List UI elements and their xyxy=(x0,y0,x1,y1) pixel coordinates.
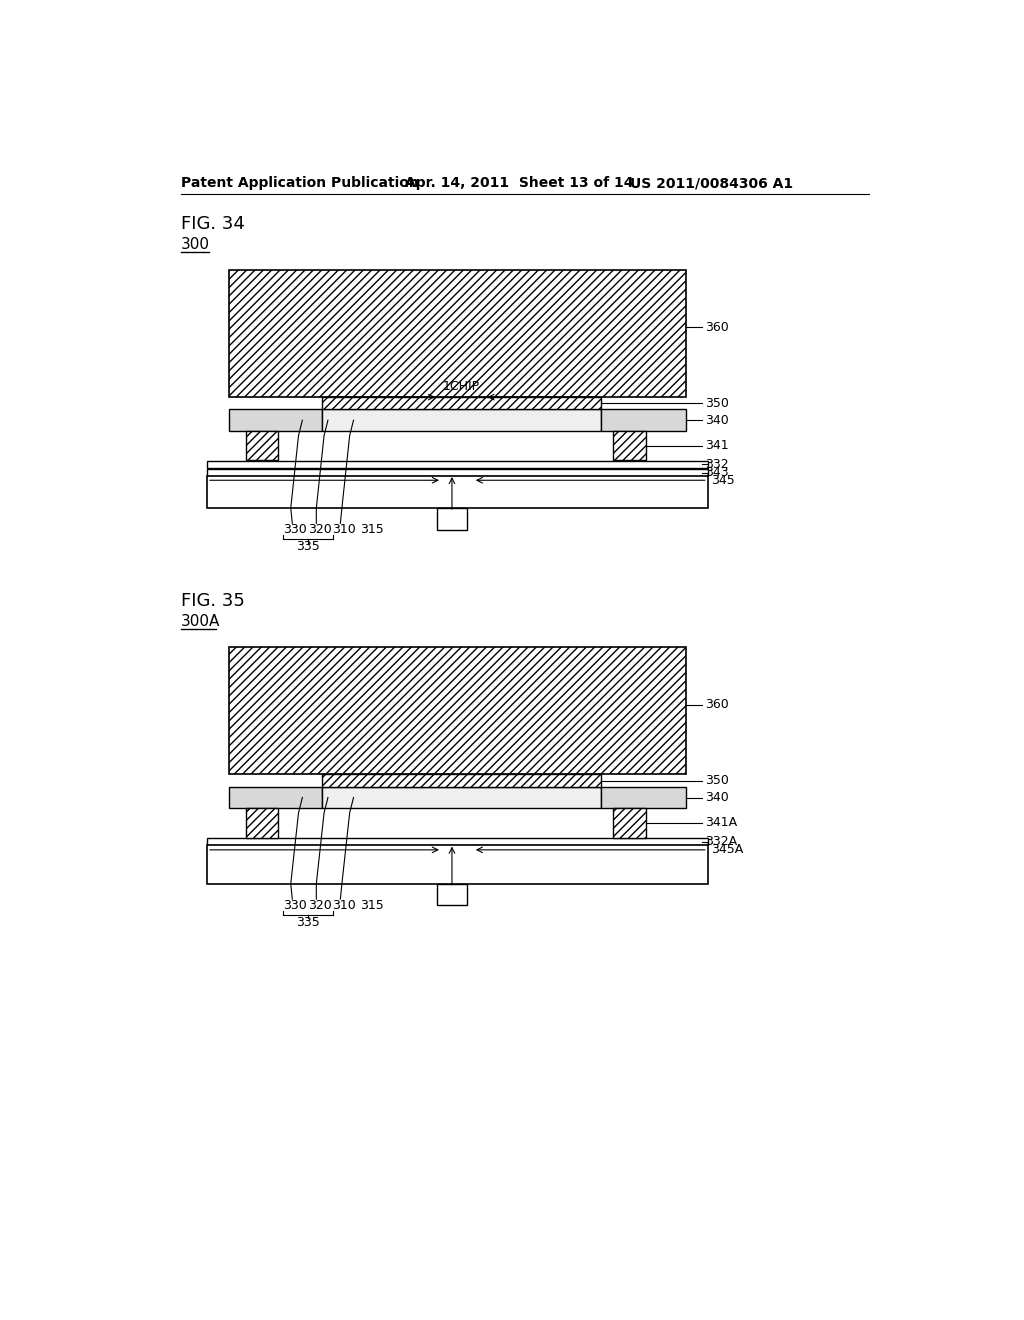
Text: 360: 360 xyxy=(705,321,728,334)
Text: 341: 341 xyxy=(705,440,728,453)
Text: 315: 315 xyxy=(360,523,384,536)
Bar xyxy=(246,808,279,838)
Text: 335: 335 xyxy=(296,916,319,929)
Text: 330: 330 xyxy=(283,899,307,912)
Bar xyxy=(601,787,686,808)
Text: 340: 340 xyxy=(705,791,728,804)
Text: 315: 315 xyxy=(360,899,384,912)
Text: FIG. 34: FIG. 34 xyxy=(180,215,245,232)
Bar xyxy=(613,430,646,461)
Text: 340: 340 xyxy=(705,413,728,426)
Text: FIG. 35: FIG. 35 xyxy=(180,593,245,610)
Text: 360: 360 xyxy=(705,698,728,711)
Bar xyxy=(437,508,467,529)
Text: 332: 332 xyxy=(705,458,728,471)
Text: US 2011/0084306 A1: US 2011/0084306 A1 xyxy=(630,176,794,190)
Bar xyxy=(228,271,686,397)
Bar xyxy=(322,787,601,808)
Bar xyxy=(228,787,322,808)
Text: 332A: 332A xyxy=(705,836,736,849)
Text: 320: 320 xyxy=(308,523,332,536)
Text: 300: 300 xyxy=(180,238,210,252)
Text: 300A: 300A xyxy=(180,614,220,630)
Text: 330: 330 xyxy=(283,523,307,536)
Text: 345A: 345A xyxy=(712,843,743,857)
Bar xyxy=(207,838,708,845)
Text: 350: 350 xyxy=(705,397,728,409)
Text: 343: 343 xyxy=(705,466,728,479)
Bar xyxy=(322,775,601,787)
Text: 335: 335 xyxy=(296,540,319,553)
Bar xyxy=(207,475,708,508)
Bar xyxy=(246,430,279,461)
Bar xyxy=(228,647,686,775)
Text: 345: 345 xyxy=(712,474,735,487)
Text: Patent Application Publication: Patent Application Publication xyxy=(180,176,419,190)
Bar xyxy=(613,808,646,838)
Bar xyxy=(322,397,601,409)
Text: 320: 320 xyxy=(308,899,332,912)
Text: 310: 310 xyxy=(332,523,355,536)
Bar xyxy=(228,409,322,430)
Bar xyxy=(207,845,708,884)
Bar xyxy=(601,409,686,430)
Bar xyxy=(322,409,601,430)
Text: 350: 350 xyxy=(705,774,728,787)
Text: 310: 310 xyxy=(332,899,355,912)
Bar xyxy=(437,884,467,906)
Text: Apr. 14, 2011  Sheet 13 of 14: Apr. 14, 2011 Sheet 13 of 14 xyxy=(406,176,634,190)
Bar xyxy=(207,470,708,475)
Text: 341A: 341A xyxy=(705,816,736,829)
Text: 1CHIP: 1CHIP xyxy=(442,380,480,393)
Bar xyxy=(207,461,708,469)
